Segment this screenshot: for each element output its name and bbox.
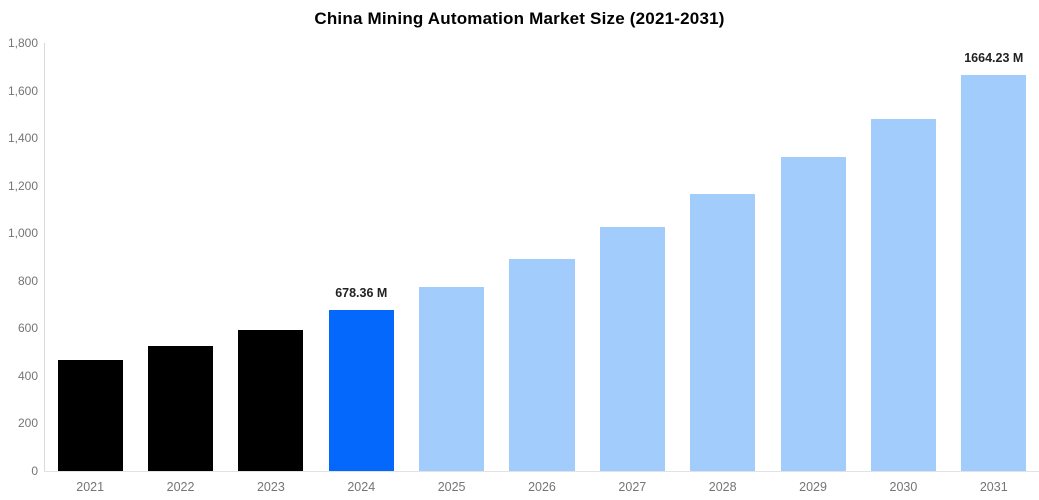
bar-2029 <box>780 157 846 471</box>
bar-slot-2024: 678.36 M <box>316 43 406 471</box>
bar-slot-2023 <box>226 43 316 471</box>
bar-2021 <box>57 360 123 471</box>
x-axis-label-2030: 2030 <box>889 480 918 494</box>
bar-2022 <box>148 346 214 471</box>
bar-2027 <box>599 227 665 471</box>
bar-slot-2025 <box>406 43 496 471</box>
bar-2030 <box>870 119 936 471</box>
bar-slot-2028 <box>678 43 768 471</box>
bar-slot-2022 <box>135 43 225 471</box>
x-axis-line <box>44 471 1039 472</box>
x-axis-label-2022: 2022 <box>166 480 195 494</box>
y-axis-tick-label: 1,400 <box>7 131 38 146</box>
y-axis-tick-label: 600 <box>17 321 38 336</box>
bar-2023 <box>238 330 304 471</box>
x-axis-label-2028: 2028 <box>708 480 737 494</box>
y-axis-tick-label: 1,200 <box>7 178 38 193</box>
y-axis-tick-label: 0 <box>31 464 38 478</box>
bar-slot-2021 <box>45 43 135 471</box>
y-axis-tick-label: 800 <box>17 273 38 288</box>
bar-2024 <box>328 309 394 471</box>
y-axis-tick-label: 1,000 <box>7 226 38 241</box>
x-axis-label-2021: 2021 <box>76 480 105 494</box>
y-axis-ticks: 0 200 400 600 800 1,000 1,200 1,400 1,600 1,800 <box>0 36 38 478</box>
bar-2028 <box>690 193 756 471</box>
y-axis-line <box>44 43 45 471</box>
y-axis-tick-label: 200 <box>17 416 38 431</box>
plot-area: 678.36 M 1664.23 M <box>44 43 1039 472</box>
y-axis-tick-label: 400 <box>17 368 38 383</box>
bar-slot-2030 <box>858 43 948 471</box>
x-axis-label-2027: 2027 <box>618 480 647 494</box>
x-axis-label-2031: 2031 <box>979 480 1008 494</box>
bar-2025 <box>419 286 485 471</box>
x-axis-labels: 2021 2022 2023 2024 2025 2026 2027 2028 2029 2030… <box>45 480 1039 495</box>
x-axis-label-2029: 2029 <box>799 480 827 494</box>
x-axis-label-2025: 2025 <box>437 480 466 494</box>
x-axis-label-2026: 2026 <box>528 480 556 494</box>
y-axis-tick-label: 1,800 <box>7 36 38 50</box>
bar-value-label-2031: 1664.23 M <box>964 51 1024 66</box>
bar-slot-2027 <box>587 43 677 471</box>
bar-2031 <box>961 75 1027 471</box>
bars-area: 678.36 M 1664.23 M <box>45 43 1039 471</box>
chart-title: China Mining Automation Market Size (202… <box>314 9 725 28</box>
bar-slot-2031: 1664.23 M <box>949 43 1039 471</box>
x-axis-label-2024: 2024 <box>347 480 376 494</box>
bar-value-label-2024: 678.36 M <box>335 285 388 300</box>
bar-2026 <box>509 258 575 471</box>
bar-slot-2029 <box>768 43 858 471</box>
bar-slot-2026 <box>497 43 587 471</box>
x-axis-label-2023: 2023 <box>256 480 285 494</box>
y-axis-tick-label: 1,600 <box>7 83 38 98</box>
